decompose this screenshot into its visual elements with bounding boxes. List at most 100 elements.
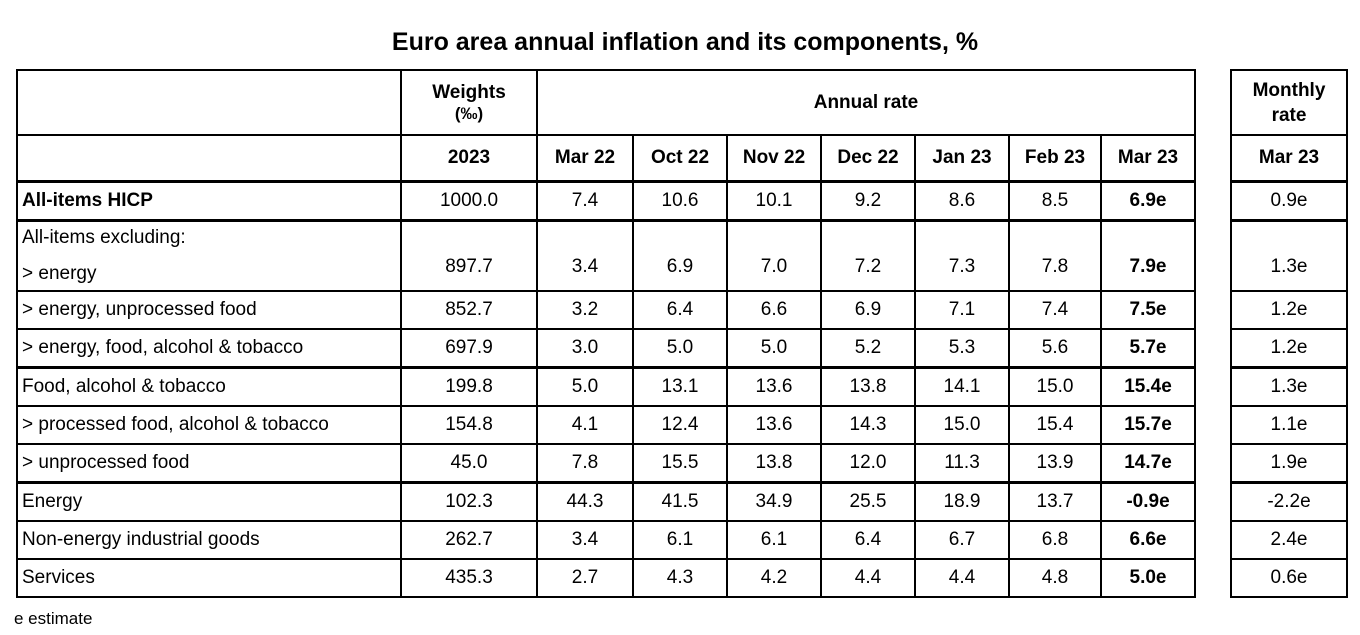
annual-rate-cell: 12.0	[820, 443, 916, 484]
monthly-rate-cell-value: 1.2e	[1270, 299, 1308, 320]
group-label: All-items excluding:	[22, 227, 186, 248]
annual-rate-cell-value: 7.3	[948, 256, 976, 277]
corner-cell	[16, 69, 402, 136]
corner-cell-2	[16, 134, 402, 183]
weight-cell-value: 45.0	[450, 452, 488, 473]
annual-rate-cell-value: 13.1	[661, 376, 699, 397]
annual-rate-cell-value: 6.7	[948, 529, 976, 550]
annual-rate-cell: 4.4	[820, 558, 916, 598]
annual-rate-cell-value: 13.8	[755, 452, 793, 473]
month-header: Mar 23	[1100, 134, 1196, 183]
annual-rate-cell-value: 13.9	[1036, 452, 1074, 473]
annual-rate-cell-value: 5.3	[948, 337, 976, 358]
annual-rate-cell: 34.9	[726, 481, 822, 522]
annual-rate-cell: 44.3	[536, 481, 634, 522]
annual-rate-cell: 7.8	[536, 443, 634, 484]
row-label-cell: All-items excluding: > energy	[16, 219, 402, 292]
annual-rate-cell: 14.7e	[1100, 443, 1196, 484]
annual-rate-cell-value: 4.8	[1041, 567, 1069, 588]
annual-rate-cell: 15.0	[914, 405, 1010, 445]
weight-cell-value: 697.9	[445, 337, 493, 358]
monthly-rate-cell: 1.2e	[1230, 328, 1348, 369]
annual-rate-cell-value: 18.9	[943, 491, 981, 512]
annual-rate-cell: 6.9	[632, 219, 728, 292]
annual-rate-cell: 7.1	[914, 290, 1010, 330]
table-row: Services 435.3 2.7 4.3 4.2 4.4 4.4 4.8 5.0e	[16, 558, 1196, 598]
annual-rate-cell: 6.6e	[1100, 520, 1196, 560]
row-label-cell: Food, alcohol & tobacco	[16, 366, 402, 407]
month-header: Nov 22	[726, 134, 822, 183]
annual-rate-table: Weights (‰) Annual rate 2023 Mar 22 Oct …	[16, 69, 1196, 598]
annual-rate-cell-value: 14.7e	[1124, 452, 1172, 473]
monthly-rate-cell: 0.6e	[1230, 558, 1348, 598]
annual-rate-cell: 3.2	[536, 290, 634, 330]
annual-rate-cell-value: 3.0	[571, 337, 599, 358]
row-label: > processed food, alcohol & tobacco	[22, 414, 329, 435]
month-header: Jan 23	[914, 134, 1010, 183]
annual-rate-cell: 11.3	[914, 443, 1010, 484]
annual-rate-cell-value: 6.9	[854, 299, 882, 320]
row-label-cell: Non-energy industrial goods	[16, 520, 402, 560]
monthly-rate-cell: -2.2e	[1230, 481, 1348, 522]
annual-rate-cell: 4.4	[914, 558, 1010, 598]
annual-rate-cell: 7.8	[1008, 219, 1102, 292]
row-label: Non-energy industrial goods	[22, 529, 260, 550]
annual-rate-cell-value: 10.6	[661, 190, 699, 211]
annual-rate-cell-value: 13.6	[755, 414, 793, 435]
row-label: Energy	[22, 491, 83, 512]
row-label: Services	[22, 567, 95, 588]
annual-rate-cell: 2.7	[536, 558, 634, 598]
monthly-header-row-1: Monthly rate	[1230, 69, 1348, 136]
weight-cell: 852.7	[400, 290, 538, 330]
annual-rate-cell-value: 34.9	[755, 491, 793, 512]
annual-rate-cell: 3.4	[536, 219, 634, 292]
annual-rate-cell: 10.6	[632, 180, 728, 222]
annual-rate-cell: 15.0	[1008, 366, 1102, 407]
annual-rate-cell: 14.1	[914, 366, 1010, 407]
weight-cell: 199.8	[400, 366, 538, 407]
annual-rate-cell: 8.5	[1008, 180, 1102, 222]
row-label: Food, alcohol & tobacco	[22, 376, 226, 397]
annual-rate-cell: 6.1	[726, 520, 822, 560]
weights-header: Weights (‰)	[400, 69, 538, 136]
table-row: Energy 102.3 44.3 41.5 34.9 25.5 18.9 13.7 -0.9e	[16, 481, 1196, 522]
row-label: > energy, unprocessed food	[22, 299, 257, 320]
weight-cell-value: 1000.0	[439, 190, 499, 211]
header-row-1: Weights (‰) Annual rate	[16, 69, 1196, 136]
month-header: Mar 22	[536, 134, 634, 183]
annual-rate-cell: 13.6	[726, 405, 822, 445]
annual-rate-cell: 3.0	[536, 328, 634, 369]
annual-rate-cell: 7.3	[914, 219, 1010, 292]
annual-rate-cell-value: 44.3	[566, 491, 604, 512]
header-row-2: 2023 Mar 22 Oct 22 Nov 22 Dec 22 Jan 23 …	[16, 134, 1196, 183]
annual-rate-cell-value: 6.9	[666, 256, 694, 277]
weights-label: Weights	[432, 81, 506, 103]
row-label-cell: > processed food, alcohol & tobacco	[16, 405, 402, 445]
annual-rate-cell: 13.8	[820, 366, 916, 407]
annual-rate-cell: 6.9e	[1100, 180, 1196, 222]
weight-cell: 102.3	[400, 481, 538, 522]
annual-rate-cell-value: 15.7e	[1124, 414, 1172, 435]
annual-rate-cell: 7.4	[536, 180, 634, 222]
monthly-rate-cell-value: 1.3e	[1270, 256, 1308, 277]
annual-rate-cell-value: 15.0	[1036, 376, 1074, 397]
annual-rate-cell-value: 2.7	[571, 567, 599, 588]
annual-rate-cell: 12.4	[632, 405, 728, 445]
monthly-rate-cell: 1.3e	[1230, 219, 1348, 292]
annual-rate-cell: 14.3	[820, 405, 916, 445]
table-title: Euro area annual inflation and its compo…	[391, 28, 979, 56]
annual-rate-cell: 18.9	[914, 481, 1010, 522]
table-row: > energy, food, alcohol & tobacco 697.9 3.…	[16, 328, 1196, 369]
annual-rate-cell: 5.3	[914, 328, 1010, 369]
annual-rate-cell-value: 5.0e	[1129, 567, 1167, 588]
annual-rate-cell: 15.4	[1008, 405, 1102, 445]
annual-rate-cell: 5.6	[1008, 328, 1102, 369]
annual-rate-cell: 7.0	[726, 219, 822, 292]
annual-rate-cell: 13.6	[726, 366, 822, 407]
weight-cell: 697.9	[400, 328, 538, 369]
monthly-row: 2.4e	[1230, 520, 1348, 560]
annual-rate-cell-value: 6.1	[760, 529, 788, 550]
weight-cell-value: 852.7	[445, 299, 493, 320]
monthly-rate-cell: 2.4e	[1230, 520, 1348, 560]
annual-rate-cell: 6.4	[820, 520, 916, 560]
